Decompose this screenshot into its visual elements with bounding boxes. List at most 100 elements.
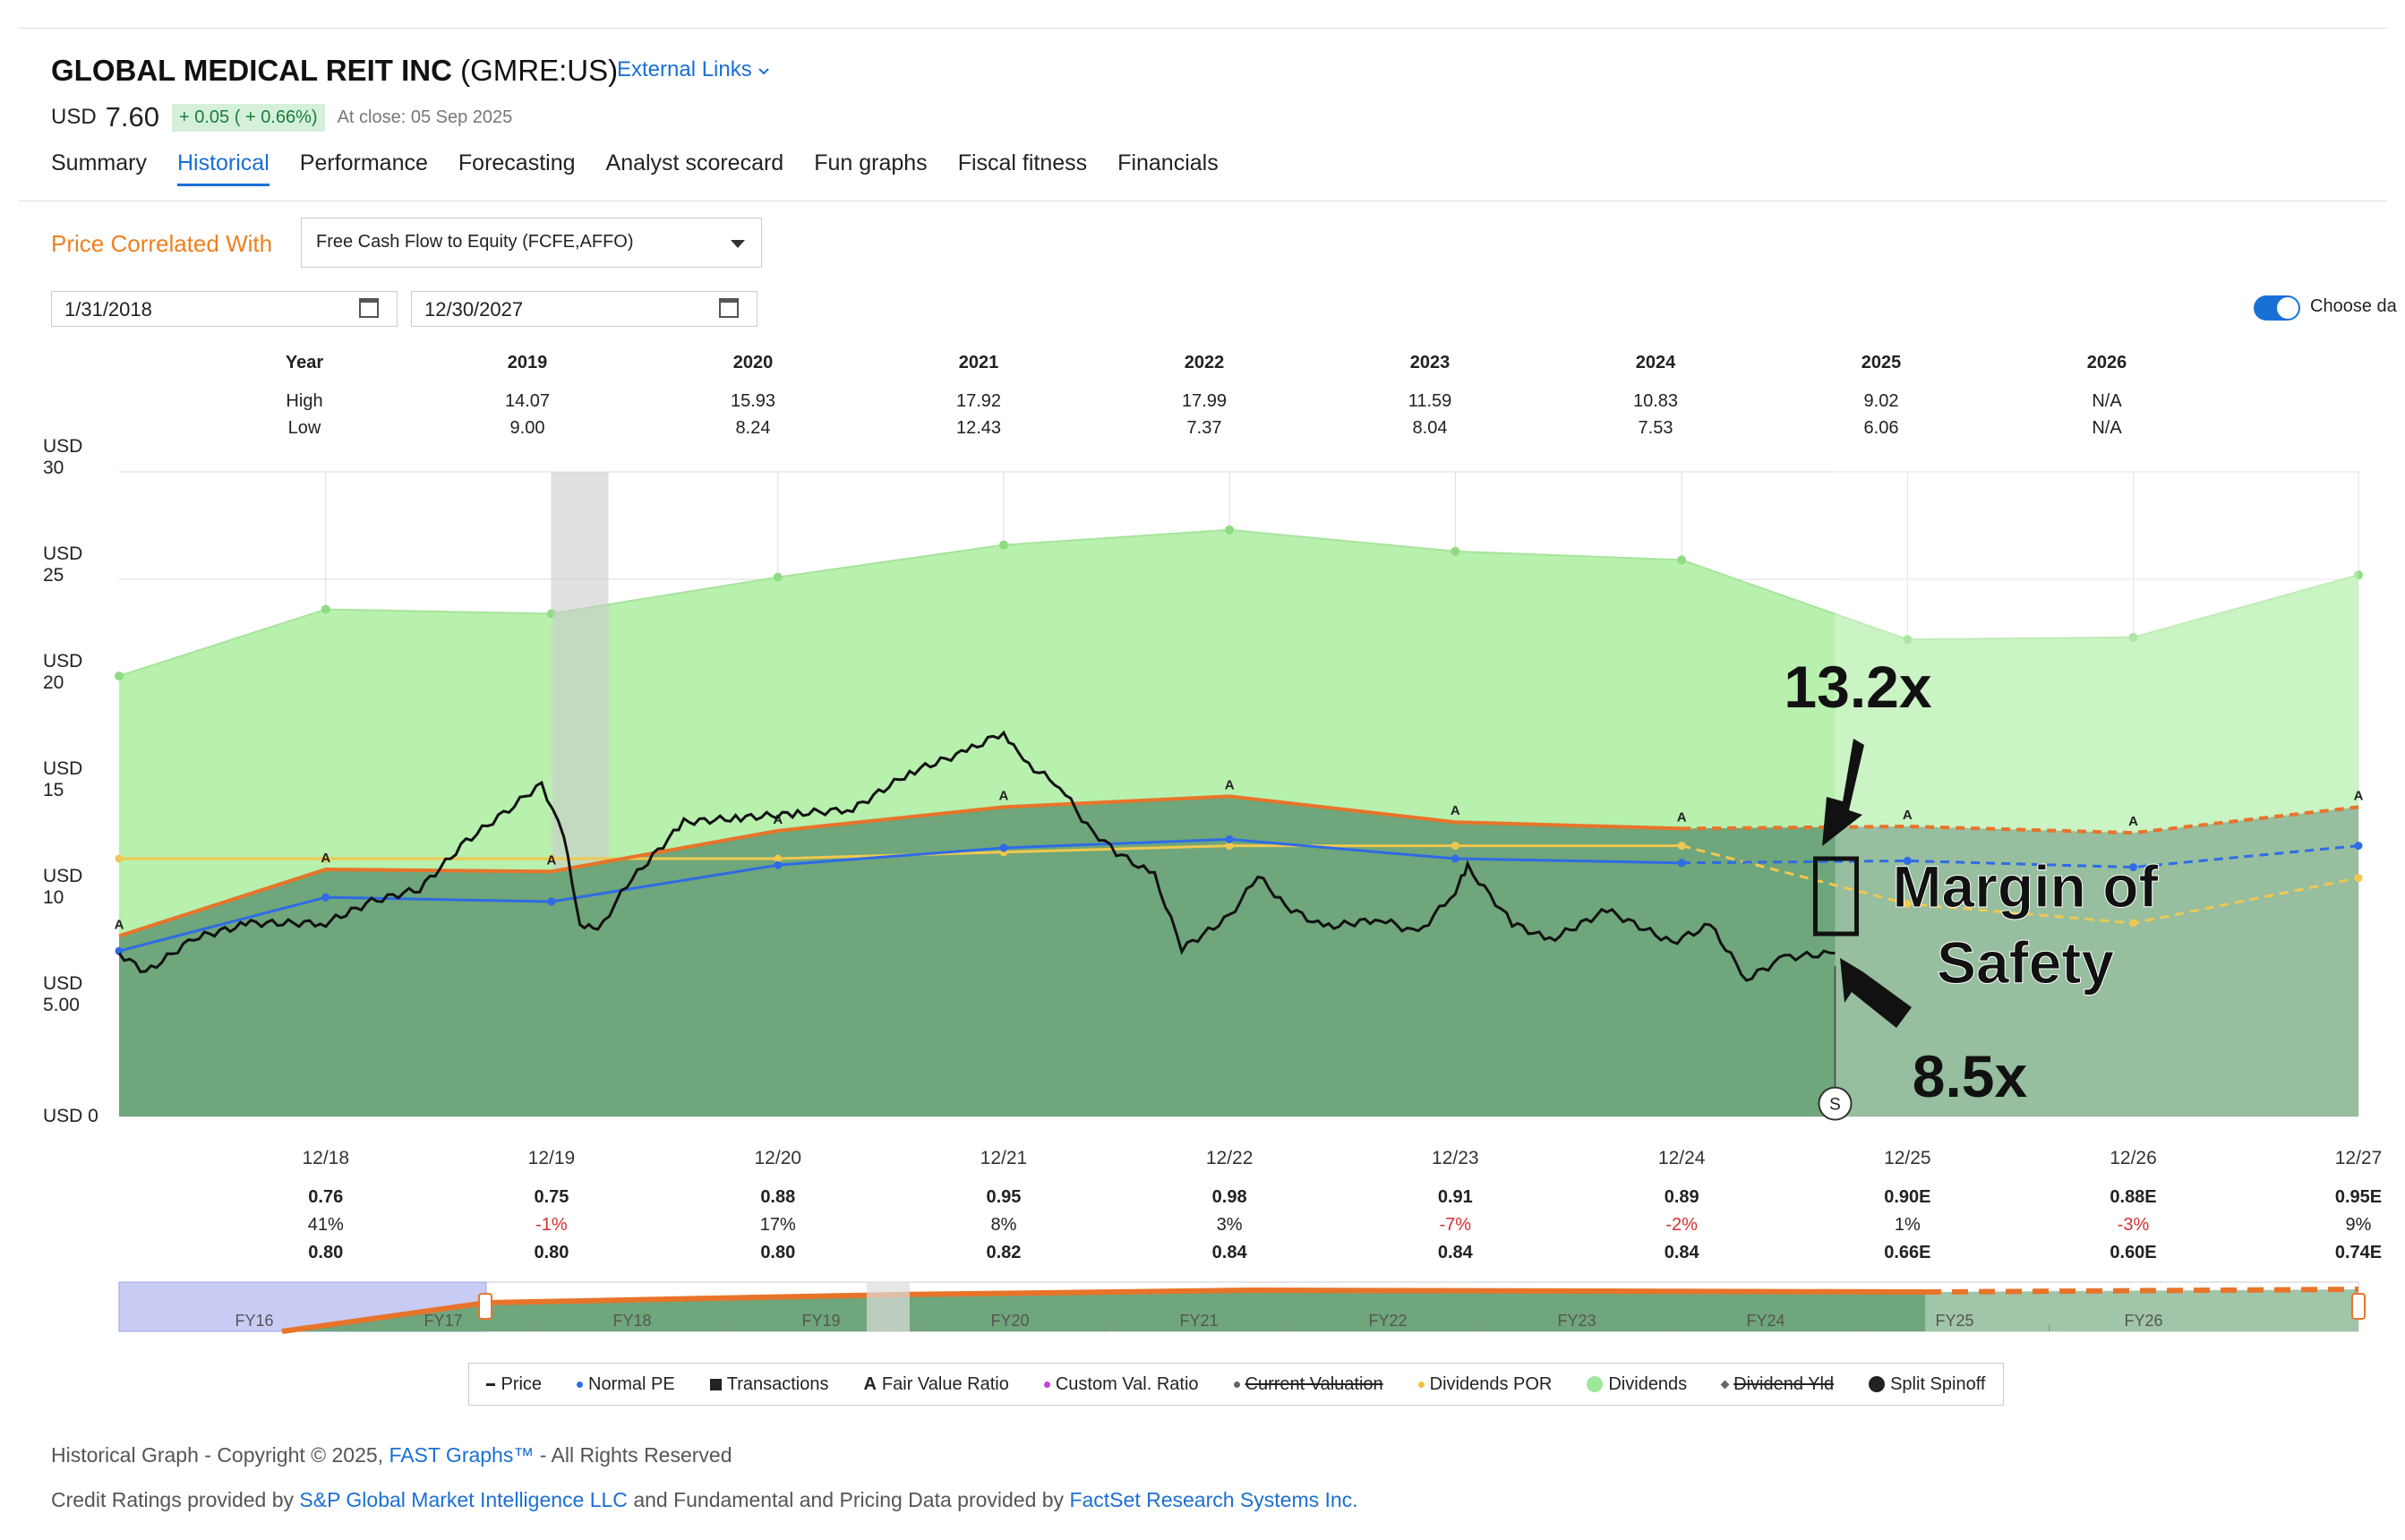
dividends-por-point <box>1903 899 1912 908</box>
dividends-point <box>321 604 330 614</box>
legend-item[interactable]: A Fair Value Ratio <box>863 1374 1008 1395</box>
year-low-value: 7.53 <box>1638 418 1673 438</box>
year-high-value: 11.59 <box>1408 391 1452 411</box>
normal-pe-point <box>1677 859 1686 868</box>
external-links-button[interactable]: External Links <box>617 57 770 82</box>
legend-item[interactable]: Dividends <box>1587 1374 1687 1395</box>
calendar-icon[interactable] <box>359 298 379 318</box>
dividends-point <box>2128 632 2138 642</box>
fiscal-growth: -2% <box>1665 1215 1698 1235</box>
main-tabs: Summary Historical Performance Forecasti… <box>51 150 1219 186</box>
legend-label: Custom Val. Ratio <box>1055 1373 1199 1394</box>
fiscal-value: 0.76 <box>308 1187 344 1207</box>
dot-icon <box>577 1381 584 1388</box>
fair-value-marker: A <box>1225 777 1235 792</box>
tab-fiscal-fitness[interactable]: Fiscal fitness <box>957 150 1088 175</box>
year-low-value: 8.24 <box>735 418 771 438</box>
tab-summary[interactable]: Summary <box>51 150 147 175</box>
letter-a-icon: A <box>863 1373 877 1394</box>
legend-item[interactable]: Dividends POR <box>1417 1374 1552 1395</box>
normal-pe-point <box>2354 842 2363 851</box>
diamond-icon <box>1720 1380 1730 1389</box>
fiscal-value: 0.88E <box>2110 1187 2157 1207</box>
rights-text: - All Rights Reserved <box>539 1443 732 1467</box>
navigator-year-label: FY17 <box>424 1312 462 1330</box>
legend-item[interactable]: Current Valuation <box>1233 1374 1383 1395</box>
fair-value-marker: A <box>321 851 330 866</box>
year-low-value: 12.43 <box>955 418 1002 438</box>
y-axis-tick-label: USD 15 <box>43 758 83 800</box>
year-high-value: 17.92 <box>955 391 1002 411</box>
tab-financials[interactable]: Financials <box>1117 150 1219 175</box>
sp-global-link[interactable]: S&P Global Market Intelligence LLC <box>299 1488 628 1511</box>
y-axis-tick-label: USD 0 <box>43 1106 98 1126</box>
legend-label: Split Spinoff <box>1890 1373 1986 1394</box>
navigator-area <box>282 1289 2358 1331</box>
year-low-value: 6.06 <box>1863 418 1899 438</box>
year-header: 2023 <box>1409 353 1451 372</box>
factset-link[interactable]: FactSet Research Systems Inc. <box>1069 1488 1358 1511</box>
calendar-icon[interactable] <box>719 298 739 318</box>
normal-pe-point <box>999 843 1008 852</box>
company-title: GLOBAL MEDICAL REIT INC (GMRE:US) <box>51 54 618 88</box>
dividends-por-point <box>321 854 330 863</box>
end-date-input[interactable]: 12/30/2027 <box>411 291 757 327</box>
y-axis-tick-label: USD 25 <box>43 543 83 586</box>
ticker: (GMRE:US) <box>460 54 619 87</box>
fiscal-value: 0.88 <box>760 1187 796 1207</box>
navigator-handle-right <box>2351 1293 2366 1320</box>
y-axis-tick-label: USD 5.00 <box>43 973 83 1015</box>
start-date-input[interactable]: 1/31/2018 <box>51 291 398 327</box>
dividends-por-point <box>2129 919 2138 928</box>
legend-item[interactable]: Split Spinoff <box>1869 1374 1985 1395</box>
legend-item[interactable]: Custom Val. Ratio <box>1043 1373 1199 1395</box>
big-dot-icon <box>1587 1376 1604 1392</box>
year-high-value: 10.83 <box>1632 391 1679 411</box>
x-axis-tick-label: 12/20 <box>754 1148 802 1168</box>
legend-item[interactable]: Normal PE <box>577 1374 675 1395</box>
year-low-value: N/A <box>2092 418 2122 438</box>
normal-pe-point <box>2129 863 2138 872</box>
fair-value-marker: A <box>547 852 557 868</box>
choose-toggle[interactable] <box>2254 295 2300 321</box>
tab-analyst-scorecard[interactable]: Analyst scorecard <box>605 150 784 175</box>
estimate-overlay <box>1835 472 2358 1116</box>
fiscal-value: 0.91 <box>1437 1187 1473 1207</box>
year-header: 2022 <box>1184 353 1225 372</box>
price-change-badge: + 0.05 ( + 0.66%) <box>172 103 325 132</box>
year-header: 2020 <box>732 353 774 372</box>
navigator-year-label: FY16 <box>235 1312 273 1330</box>
range-navigator[interactable]: FY16 FY17 FY18 FY19 FY20 FY21 FY22 FY23 FY24 FY25… <box>0 0 2405 1343</box>
navigator-handle-left <box>478 1293 492 1320</box>
external-links-label: External Links <box>617 57 752 81</box>
dividends-por-point <box>547 854 556 863</box>
tab-fun-graphs[interactable]: Fun graphs <box>814 150 928 175</box>
tab-performance[interactable]: Performance <box>299 150 428 175</box>
fair-value-line-estimate <box>1682 805 2359 835</box>
dividends-point <box>1225 525 1235 535</box>
year-low-value: 8.04 <box>1412 418 1448 438</box>
fiscal-value: 0.98 <box>1211 1187 1247 1207</box>
fair-value-marker: A <box>1903 808 1913 823</box>
fiscal-dividend: 0.80 <box>760 1243 796 1262</box>
dividends-point <box>773 572 783 582</box>
legend-item[interactable]: Dividend Yld <box>1720 1374 1834 1395</box>
normal-pe-line <box>118 837 1682 953</box>
normal-pe-point <box>1451 854 1459 863</box>
fast-graphs-link[interactable]: FAST Graphs™ <box>389 1443 535 1467</box>
metric-select[interactable]: Free Cash Flow to Equity (FCFE,AFFO) <box>301 218 762 268</box>
fiscal-growth: -3% <box>2117 1215 2150 1235</box>
tab-historical[interactable]: Historical <box>176 150 270 186</box>
legend-item[interactable]: Price <box>486 1374 542 1395</box>
year-row-label: Year <box>285 353 324 372</box>
fiscal-dividend: 0.84 <box>1437 1243 1473 1262</box>
price-value: 7.60 <box>105 101 160 133</box>
fiscal-value: 0.95 <box>986 1187 1022 1207</box>
navigator-estimate-overlay <box>1925 1289 2358 1331</box>
fiscal-dividend: 0.74E <box>2334 1243 2383 1262</box>
y-axis-tick-label: USD 30 <box>43 436 83 478</box>
tab-forecasting[interactable]: Forecasting <box>458 150 576 175</box>
year-high-value: 9.02 <box>1863 391 1899 411</box>
fiscal-dividend: 0.80 <box>534 1243 569 1262</box>
legend-item[interactable]: Transactions <box>709 1374 828 1395</box>
